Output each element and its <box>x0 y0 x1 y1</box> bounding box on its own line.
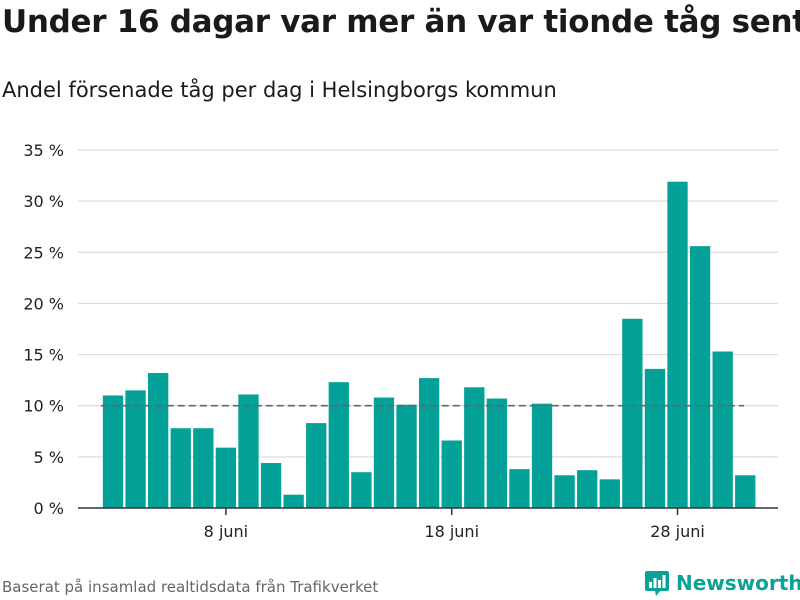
x-axis: 8 juni 18 juni 28 juni <box>78 507 778 541</box>
bar <box>125 390 146 508</box>
bar <box>689 246 711 508</box>
x-tick-label: 28 juni <box>650 522 705 541</box>
brand-name: Newsworthy <box>676 571 800 595</box>
bar <box>396 404 417 508</box>
bar <box>441 440 462 508</box>
bar <box>735 475 756 508</box>
y-tick-label: 15 % <box>23 346 64 365</box>
newsworthy-logo-icon <box>645 571 669 596</box>
y-tick-label: 5 % <box>34 448 64 467</box>
y-tick-label: 0 % <box>34 499 64 518</box>
bar <box>712 351 733 508</box>
bar <box>148 372 169 508</box>
y-tick-label: 30 % <box>23 192 64 211</box>
y-tick-label: 25 % <box>23 243 64 262</box>
bar <box>373 397 395 508</box>
source-note: Baserat på insamlad realtidsdata från Tr… <box>2 578 379 596</box>
chart-subtitle: Andel försenade tåg per dag i Helsingbor… <box>2 78 557 102</box>
bar <box>667 181 688 508</box>
bar <box>486 398 508 508</box>
bar <box>170 428 191 508</box>
bar <box>622 318 643 508</box>
bar <box>306 423 327 508</box>
x-tick-label: 18 juni <box>424 522 479 541</box>
bars <box>102 181 756 508</box>
bar <box>509 469 530 508</box>
bar <box>260 462 282 508</box>
bar <box>215 447 237 508</box>
bar <box>351 472 372 508</box>
y-tick-label: 35 % <box>23 141 64 160</box>
bar <box>102 395 124 508</box>
bar <box>418 378 440 508</box>
bar <box>531 403 553 508</box>
bar <box>644 368 666 508</box>
x-tick-label: 8 juni <box>204 522 248 541</box>
bar <box>283 494 304 508</box>
bar <box>577 470 598 508</box>
y-tick-label: 10 % <box>23 397 64 416</box>
bar <box>599 479 620 508</box>
bar <box>193 428 214 508</box>
chart-title: Under 16 dagar var mer än var tionde tåg… <box>2 4 800 40</box>
bar <box>238 394 259 508</box>
bar <box>328 382 349 508</box>
bar <box>464 387 485 508</box>
y-tick-label: 20 % <box>23 294 64 313</box>
y-axis-labels: 0 % 5 % 10 % 15 % 20 % 25 % 30 % 35 % <box>23 141 64 518</box>
brand-logo: Newsworthy <box>644 569 800 597</box>
bar <box>554 475 575 508</box>
